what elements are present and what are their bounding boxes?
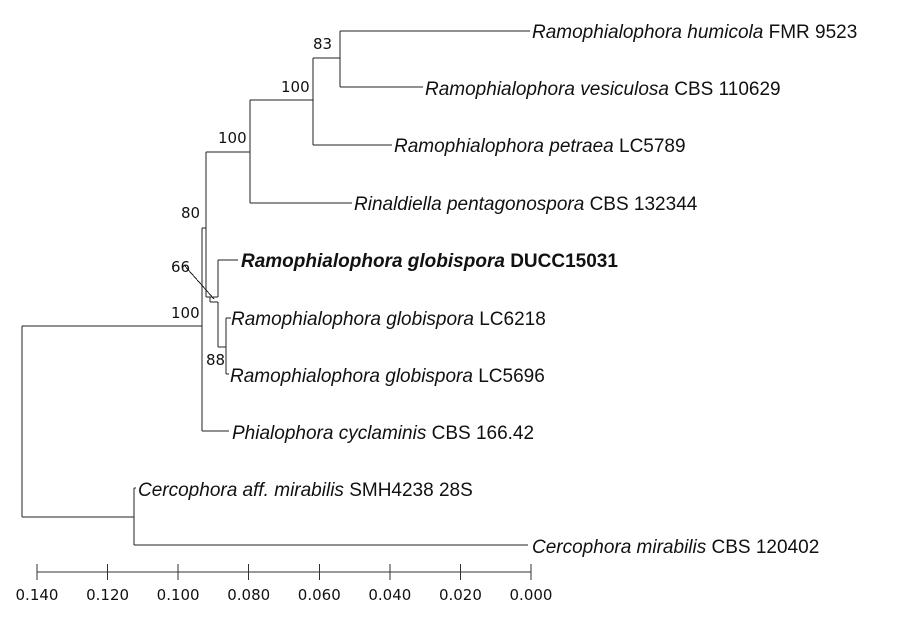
taxon-label: Ramophialophora humicola FMR 9523 [532, 22, 857, 43]
scale-tick-label: 0.120 [86, 586, 129, 604]
taxon-label: Rinaldiella pentagonospora CBS 132344 [354, 194, 698, 215]
taxon-labels: Ramophialophora humicola FMR 9523 Ramoph… [138, 22, 857, 558]
taxon-label: Cercophora aff. mirabilis SMH4238 28S [138, 480, 473, 501]
support-value: 83 [313, 35, 332, 53]
taxon-label: Ramophialophora vesiculosa CBS 110629 [425, 79, 781, 100]
taxon-label: Phialophora cyclaminis CBS 166.42 [232, 423, 534, 444]
taxon-label: Ramophialophora globispora LC5696 [230, 366, 545, 387]
scale-tick-label: 0.080 [227, 586, 270, 604]
taxon-label: Ramophialophora petraea LC5789 [394, 136, 686, 157]
support-66-leader-line [183, 264, 215, 300]
support-value: 100 [171, 304, 200, 322]
support-value: 80 [181, 204, 200, 222]
scale-tick-label: 0.100 [157, 586, 200, 604]
support-value: 100 [281, 78, 310, 96]
taxon-label: Ramophialophora globispora LC6218 [231, 309, 546, 330]
tree-branches [21, 30, 530, 546]
scale-tick-label: 0.000 [510, 586, 553, 604]
taxon-label-highlighted: Ramophialophora globispora DUCC15031 [241, 251, 618, 272]
taxon-label: Cercophora mirabilis CBS 120402 [532, 537, 819, 558]
support-value: 100 [218, 129, 247, 147]
scale-tick-label: 0.040 [368, 586, 411, 604]
support-values: 83 100 100 80 66 100 88 [171, 35, 332, 369]
support-value: 66 [171, 258, 190, 276]
scale-axis: 0.140 0.120 0.100 0.080 0.060 0.040 0.020 0.000 [16, 564, 553, 604]
scale-tick-label: 0.060 [298, 586, 341, 604]
scale-tick-label: 0.020 [439, 586, 482, 604]
support-value: 88 [206, 351, 225, 369]
scale-tick-label: 0.140 [16, 586, 59, 604]
